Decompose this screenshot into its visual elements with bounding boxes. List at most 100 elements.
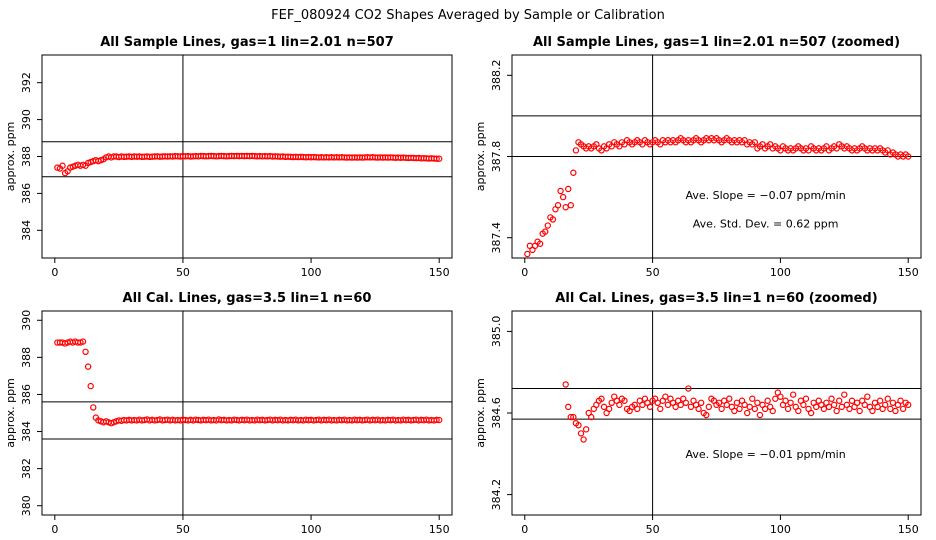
data-point [616,401,623,409]
data-point [657,405,664,413]
x-tick-label: 0 [521,266,528,279]
data-point [751,405,759,413]
data-point [812,403,820,411]
data-point [733,399,741,406]
data-point [79,338,87,345]
data-point [723,401,730,409]
chart-panels: All Sample Lines, gas=1 lin=2.01 n=507 0 5… [4,35,922,536]
y-axis-label: approx. ppm [4,378,17,448]
data-point [743,409,751,417]
data-point [582,426,590,433]
data-point [639,401,646,409]
data-point [841,391,848,398]
data-point [869,407,876,415]
x-tick-label: 0 [521,523,528,536]
y-tick-label: 390 [20,109,33,130]
x-tick-label: 100 [770,523,791,536]
data-point [570,413,577,421]
data-point [433,155,440,162]
data-point [856,407,863,415]
data-point [544,222,551,229]
panel-title: All Sample Lines, gas=1 lin=2.01 n=507 [100,35,394,50]
panel-title: All Sample Lines, gas=1 lin=2.01 n=507 (… [533,35,900,50]
data-point [836,397,843,404]
data-point [846,405,853,413]
data-point [634,405,641,413]
data-point [749,395,756,402]
data-point [697,399,705,406]
x-tick-label: 0 [51,266,58,279]
data-point [562,381,569,388]
data-point [884,395,891,402]
data-point [90,404,97,411]
data-point [695,405,702,413]
data-point [848,397,856,404]
x-tick-label: 50 [646,523,660,536]
data-points [54,152,443,177]
figure-title: FEF_080924 CO2 Shapes Averaged by Sample… [271,8,665,23]
data-points [54,338,443,427]
chart-panel-4: All Cal. Lines, gas=3.5 lin=1 n=60 (zoom… [474,291,922,536]
annotation-text: Ave. Slope = −0.01 ppm/min [685,448,845,461]
data-point [562,204,569,211]
data-point [899,405,907,413]
chart-panel-2: All Sample Lines, gas=1 lin=2.01 n=507 (… [474,35,922,279]
data-point [554,202,562,209]
data-point [715,399,723,406]
data-point [741,401,748,409]
data-point [769,407,776,415]
data-point [524,250,531,258]
data-point [567,202,574,209]
data-point [84,363,92,370]
data-point [646,403,654,411]
y-axis-label: approx. ppm [474,378,487,448]
x-tick-label: 150 [429,266,450,279]
data-point [838,403,845,411]
data-point [825,403,833,411]
data-point [782,397,789,404]
data-point [861,401,868,409]
data-point [565,185,572,193]
data-point [889,399,897,406]
data-point [777,393,784,400]
data-point [751,139,759,146]
y-tick-label: 380 [20,495,33,516]
data-point [754,399,761,406]
data-point [588,413,595,421]
data-point [756,411,764,419]
data-point [677,401,684,409]
y-tick-label: 387.8 [490,141,503,173]
data-point [789,391,797,398]
data-point [853,399,861,406]
data-point [874,403,881,411]
data-point [687,403,695,411]
y-tick-label: 392 [20,72,33,93]
data-point [621,397,628,404]
y-axis-label: approx. ppm [474,122,487,192]
data-point [802,395,810,402]
data-point [433,416,440,424]
data-point [435,155,443,162]
data-point [820,405,828,413]
plot-frame [41,310,453,516]
chart-panel-1: All Sample Lines, gas=1 lin=2.01 n=507 0 5… [4,35,453,279]
data-point [572,147,580,154]
data-point [897,397,904,404]
annotation-text: Ave. Std. Dev. = 0.62 ppm [693,218,839,231]
panel-title: All Cal. Lines, gas=3.5 lin=1 n=60 [123,291,372,306]
x-tick-label: 50 [646,266,660,279]
data-point [575,422,582,429]
y-tick-label: 386 [20,183,33,204]
x-tick-label: 0 [51,523,58,536]
data-point [580,436,587,443]
data-point [800,401,807,409]
x-tick-label: 100 [301,523,322,536]
data-point [761,405,769,413]
data-point [784,405,792,413]
y-tick-label: 388 [20,347,33,368]
y-tick-label: 385.0 [490,316,503,348]
data-point [705,403,713,411]
panel-title: All Cal. Lines, gas=3.5 lin=1 n=60 (zoom… [555,291,877,306]
data-point [764,397,771,404]
data-point [746,403,753,411]
